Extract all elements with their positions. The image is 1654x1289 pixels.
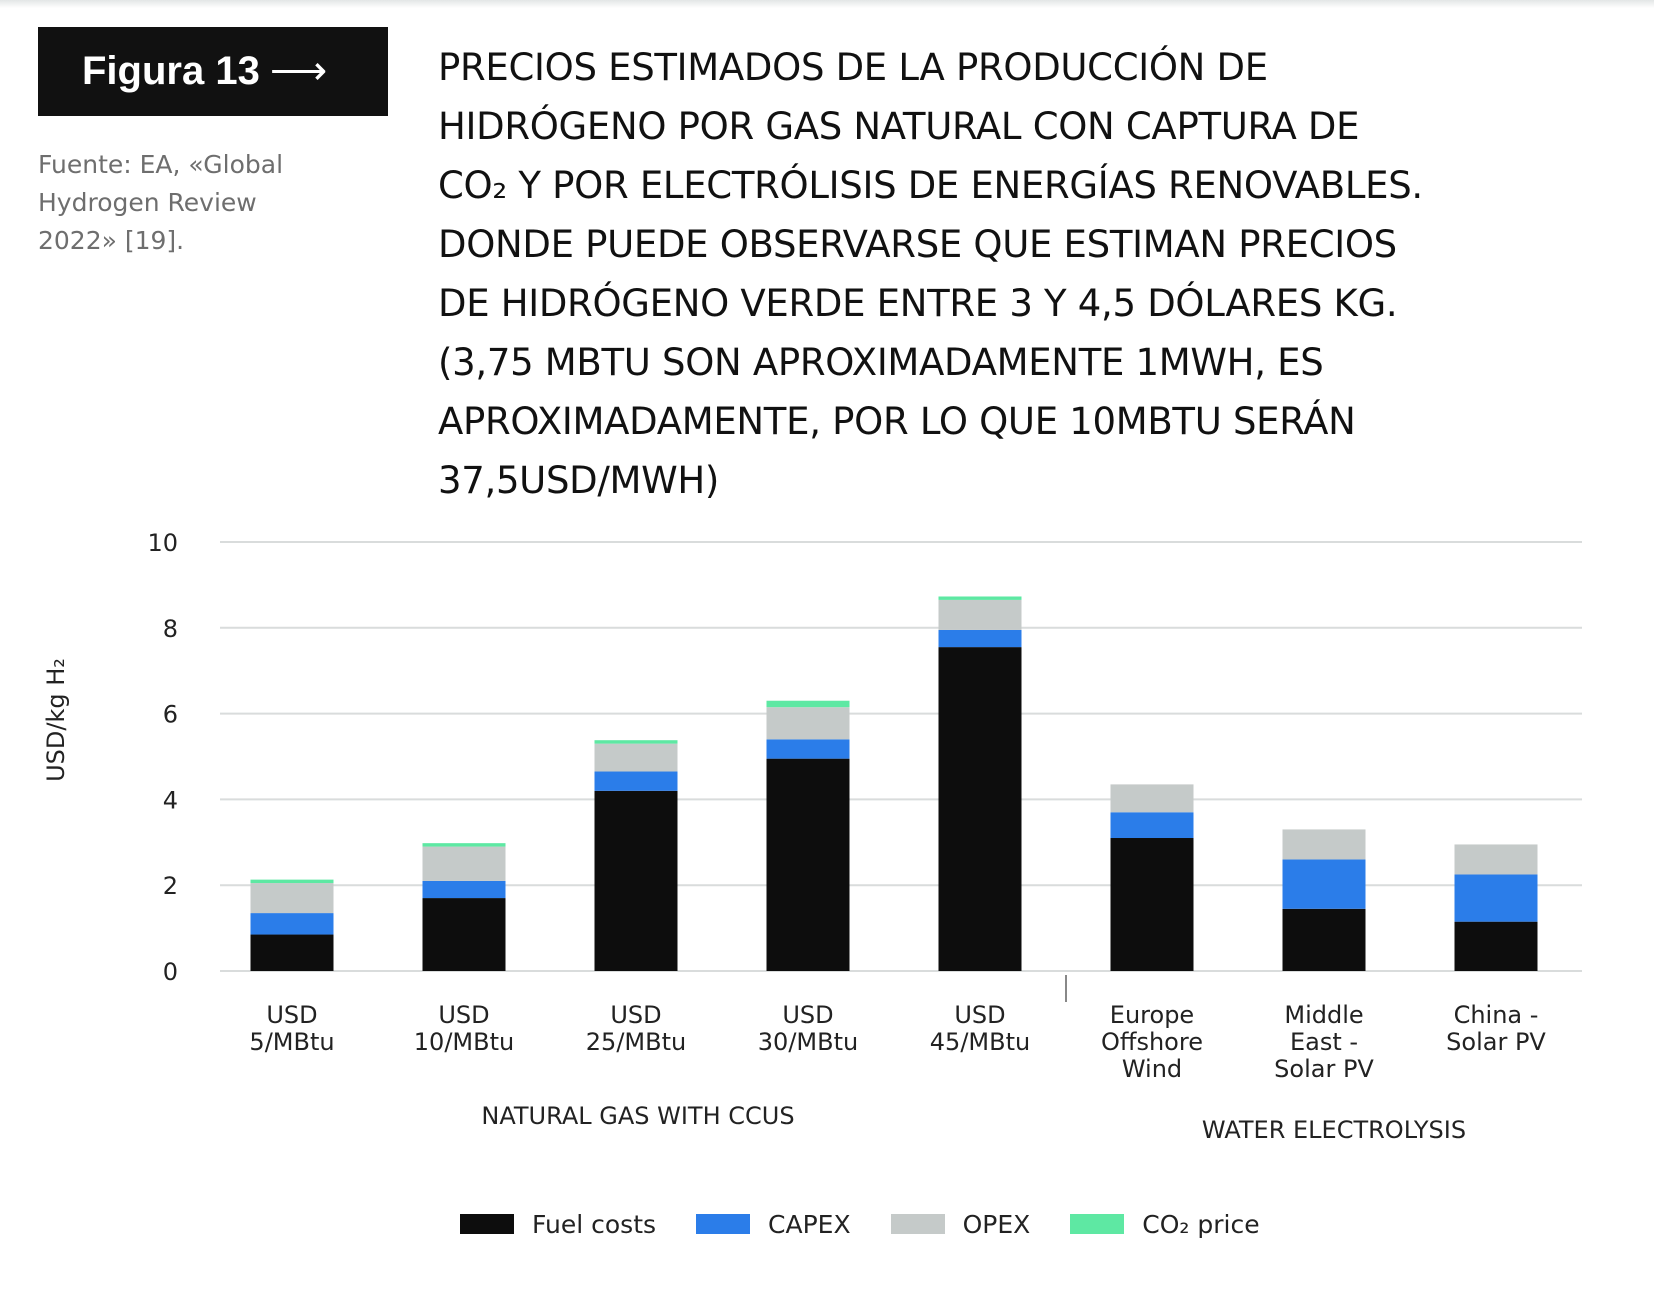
x-tick-label-line: USD	[266, 1001, 317, 1029]
bar-segment	[594, 740, 678, 744]
x-tick-label: USD 45/MBtu	[930, 1001, 1030, 1056]
bar-segment	[766, 700, 850, 708]
y-tick-label: 10	[147, 529, 178, 557]
legend-item-capex: CAPEX	[696, 1210, 851, 1239]
bar-segment	[1110, 784, 1194, 813]
x-tick-label-line: 25/MBtu	[586, 1028, 686, 1056]
bar-segment	[422, 898, 506, 971]
y-tick-label: 4	[163, 786, 178, 814]
x-tick-label-line: Offshore	[1101, 1028, 1203, 1056]
x-tick-label-line: USD	[782, 1001, 833, 1029]
bar-segment	[422, 846, 506, 881]
title-line: HIDRÓGENO POR GAS NATURAL CON CAPTURA DE	[438, 105, 1360, 148]
legend-label: CAPEX	[768, 1209, 851, 1239]
bar-segment	[938, 629, 1022, 648]
bar-segment	[250, 934, 334, 971]
legend-item-opex: OPEX	[890, 1209, 1031, 1239]
figure-label: Figura 13	[82, 49, 260, 93]
y-tick-label: 0	[163, 958, 178, 986]
legend-item-co2-price: CO₂ price	[1070, 1209, 1260, 1239]
bar-segment	[1282, 829, 1366, 860]
bar-segment	[1454, 874, 1538, 922]
legend-swatch	[696, 1214, 751, 1234]
title-line: PRECIOS ESTIMADOS DE LA PRODUCCIÓN DE	[438, 46, 1268, 89]
x-tick-label: USD 25/MBtu	[586, 1001, 686, 1056]
x-tick-label-line: USD	[438, 1001, 489, 1029]
x-tick-label-line: 10/MBtu	[414, 1028, 514, 1056]
figure-badge: Figura 13 ⟶	[38, 27, 388, 116]
source-line: 2022» [19].	[38, 226, 185, 255]
bar-segment	[1282, 859, 1366, 909]
x-tick-label-line: China -	[1454, 1001, 1539, 1029]
bar-segment	[250, 879, 334, 884]
group-label: WATER ELECTROLYSIS	[1202, 1116, 1466, 1144]
title-line: 37,5USD/MWH)	[438, 459, 720, 502]
bar-segment	[1454, 921, 1538, 971]
bar-segment	[594, 771, 678, 791]
bar-segment	[1110, 838, 1194, 971]
bar-segment	[422, 880, 506, 899]
x-tick-label: Middle East -Solar PV	[1274, 1001, 1374, 1083]
bar-segment	[938, 599, 1022, 630]
legend-label: Fuel costs	[532, 1209, 657, 1239]
y-tick-label: 8	[163, 615, 178, 643]
bar-segment	[594, 790, 678, 971]
x-tick-label-line: Solar PV	[1446, 1028, 1546, 1056]
x-tick-label-line: Solar PV	[1274, 1055, 1374, 1083]
bar-segment	[938, 647, 1022, 971]
source-caption: Fuente: EA, «Global Hydrogen Review 2022…	[38, 146, 338, 260]
title-line: APROXIMADAMENTE, POR LO QUE 10MBTU SERÁN	[438, 400, 1356, 443]
bar-segment	[766, 739, 850, 759]
legend-label: CO₂ price	[1142, 1209, 1260, 1239]
title-line: DONDE PUEDE OBSERVARSE QUE ESTIMAN PRECI…	[438, 223, 1397, 266]
x-tick-label-line: East -	[1290, 1028, 1358, 1056]
bar-segment	[594, 743, 678, 772]
title-line: DE HIDRÓGENO VERDE ENTRE 3 Y 4,5 DÓLARES…	[438, 282, 1398, 325]
source-line: Hydrogen Review	[38, 188, 257, 217]
x-tick-label-line: Europe	[1110, 1001, 1194, 1029]
bar-segment	[766, 707, 850, 740]
x-tick-label-line: Wind	[1122, 1055, 1182, 1083]
legend-swatch	[1070, 1214, 1125, 1234]
legend-item-fuel-costs: Fuel costs	[460, 1210, 656, 1239]
bar-segment	[250, 883, 334, 914]
x-tick-label: China -Solar PV	[1446, 1001, 1546, 1056]
y-tick-label: 2	[163, 872, 178, 900]
x-tick-label: Europe Offshore Wind	[1101, 1001, 1203, 1083]
chart-legend: Fuel costs CAPEX OPEX CO₂ price	[460, 1204, 1300, 1244]
page-title: PRECIOS ESTIMADOS DE LA PRODUCCIÓN DE HI…	[438, 38, 1618, 510]
title-line: (3,75 MBTU SON APROXIMADAMENTE 1MWH, ES	[438, 341, 1324, 384]
legend-swatch	[890, 1214, 945, 1234]
title-line: CO₂ Y POR ELECTRÓLISIS DE ENERGÍAS RENOV…	[438, 164, 1423, 207]
top-divider	[0, 0, 1654, 8]
group-label: NATURAL GAS WITH CCUS	[481, 1102, 794, 1130]
x-tick-label-line: 45/MBtu	[930, 1028, 1030, 1056]
legend-label: OPEX	[962, 1209, 1031, 1239]
x-tick-label-line: USD	[610, 1001, 661, 1029]
x-tick-label-line: Middle	[1284, 1001, 1363, 1029]
legend-swatch	[460, 1214, 514, 1234]
bar-segment	[1110, 812, 1194, 839]
bar-segment	[1454, 844, 1538, 875]
x-tick-label: USD 10/MBtu	[414, 1001, 514, 1056]
y-axis-label: USD/kg H₂	[42, 658, 70, 782]
arrow-right-icon: ⟶	[269, 49, 328, 93]
bar-segment	[938, 596, 1022, 600]
bar-segment	[1282, 908, 1366, 971]
bar-segment	[422, 843, 506, 847]
bar-segment	[250, 913, 334, 935]
x-tick-label-line: USD	[954, 1001, 1005, 1029]
x-tick-label: USD 30/MBtu	[758, 1001, 858, 1056]
x-tick-label-line: 5/MBtu	[249, 1028, 334, 1056]
source-line: Fuente: EA, «Global	[38, 150, 284, 179]
x-tick-label-line: 30/MBtu	[758, 1028, 858, 1056]
bar-segment	[766, 758, 850, 971]
x-tick-label: USD 5/MBtu	[249, 1001, 334, 1056]
y-tick-label: 6	[163, 701, 178, 729]
